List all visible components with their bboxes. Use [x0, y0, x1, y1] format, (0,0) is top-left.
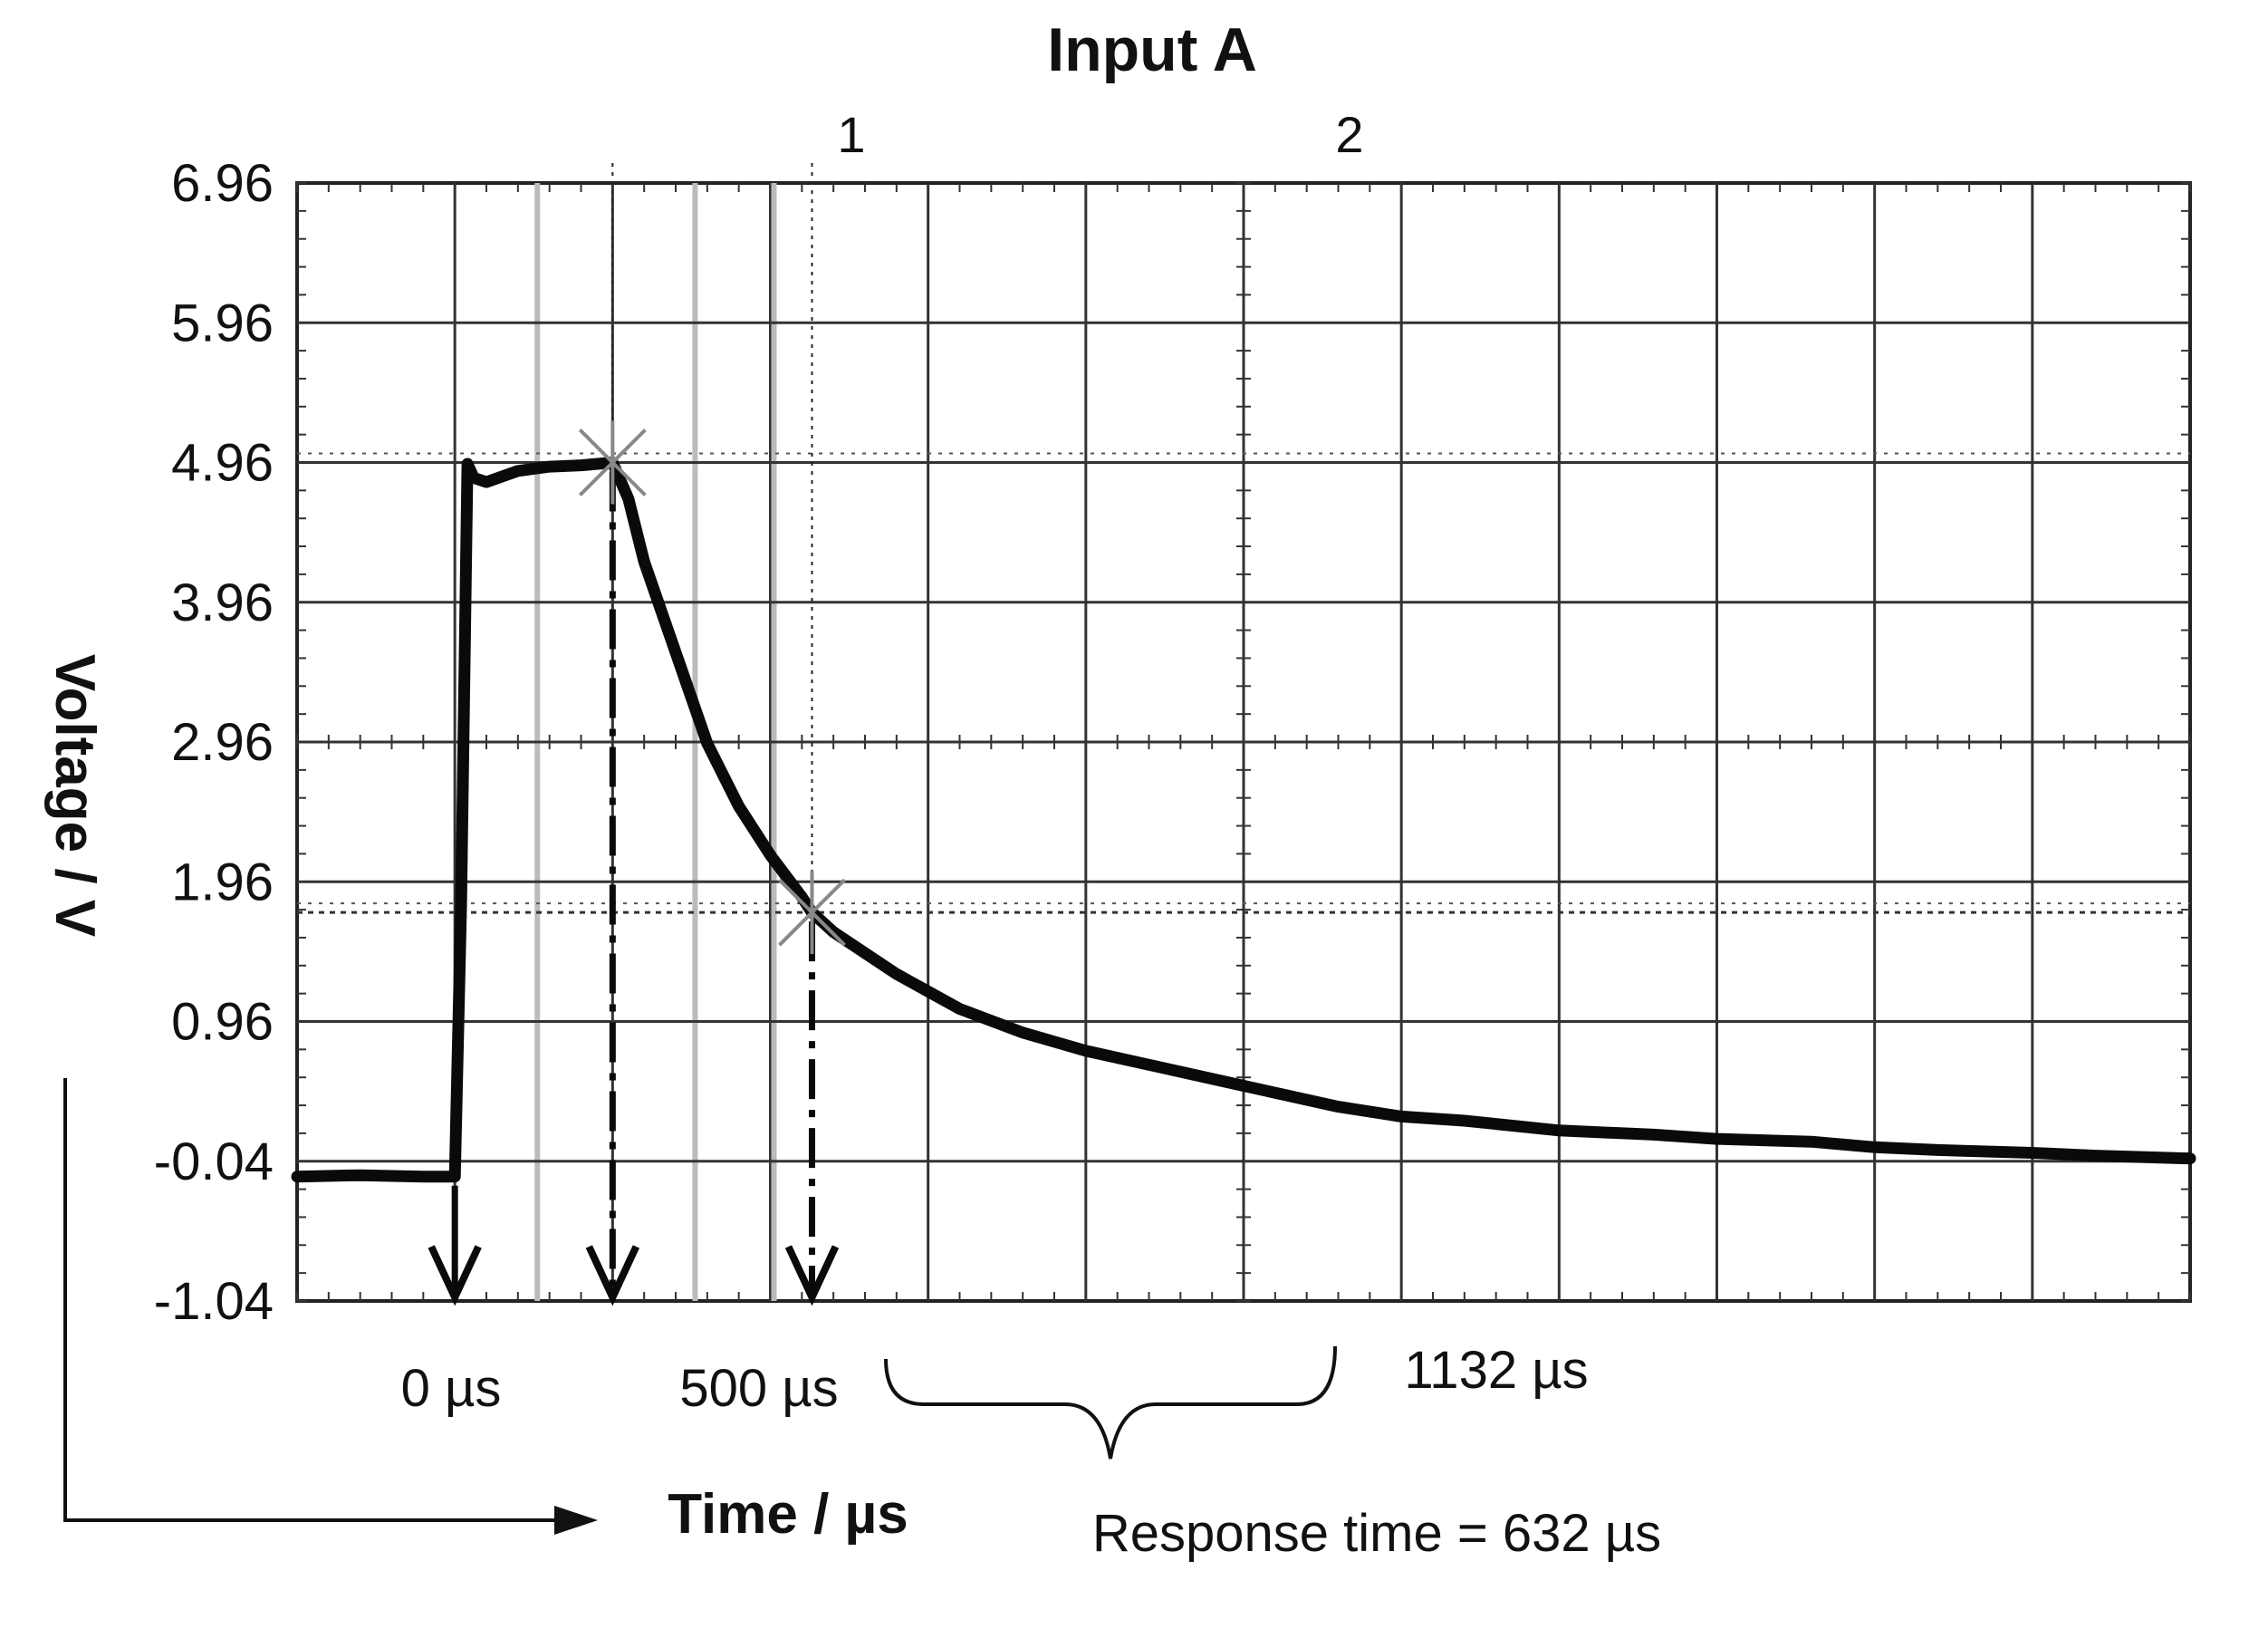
time-axis-arrow-line	[63, 1078, 562, 1522]
annotation-t1: 500 µs	[679, 1359, 838, 1418]
chart-title: Input A	[1047, 15, 1257, 84]
annotation-t0: 0 µs	[401, 1359, 502, 1418]
cursor-arrow-head	[784, 1245, 840, 1306]
cursor-layer	[428, 163, 846, 1306]
y-tick-label: 6.96	[171, 154, 274, 213]
y-tick-label: 3.96	[171, 573, 274, 632]
start-arrow-head	[428, 1245, 482, 1306]
cursor-label-1: 1	[837, 106, 865, 163]
y-tick-label: 2.96	[171, 713, 274, 772]
grid	[295, 181, 2192, 1303]
cursor-marker	[578, 420, 647, 505]
y-tick-labels: 6.96 5.96 4.96 3.96 2.96 1.96 0.96 -0.04 -1.04	[154, 154, 274, 1331]
y-tick-label: 1.96	[171, 853, 274, 911]
y-axis-label: Voltage / V	[43, 654, 106, 937]
y-tick-label: -0.04	[154, 1132, 274, 1191]
cursor-arrow-head	[585, 1245, 639, 1306]
x-axis-label: Time / µs	[668, 1483, 908, 1546]
y-tick-label: -1.04	[154, 1272, 274, 1331]
annotation-response-time: Response time = 632 µs	[1092, 1504, 1661, 1563]
y-tick-label: 5.96	[171, 294, 274, 352]
y-tick-label: 0.96	[171, 993, 274, 1052]
time-axis-arrow-head	[554, 1506, 598, 1535]
cursor-marker	[778, 871, 846, 955]
annotation-t2: 1132 µs	[1404, 1341, 1588, 1400]
cursor-label-2: 2	[1335, 106, 1363, 163]
y-tick-label: 4.96	[171, 434, 274, 493]
response-time-brace	[884, 1345, 1337, 1460]
